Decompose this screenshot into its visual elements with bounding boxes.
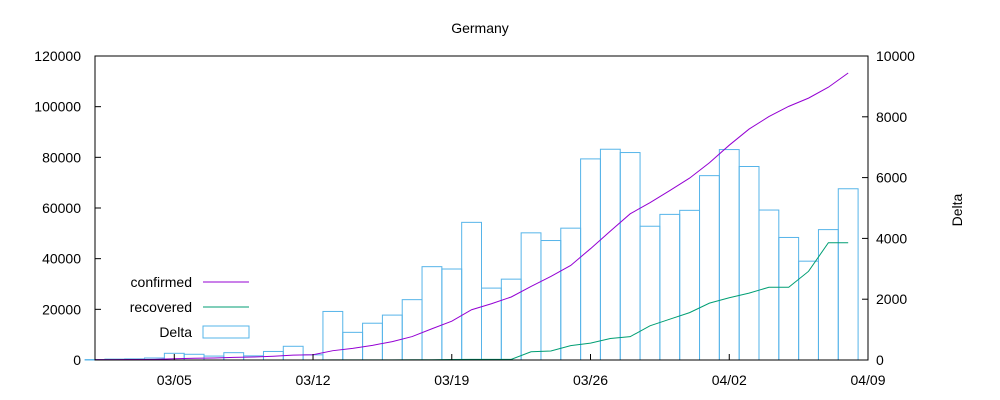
delta-bar (342, 331, 364, 361)
bars-layer (84, 148, 859, 361)
y2-tick-label: 4000 (876, 230, 907, 246)
legend-label: recovered (130, 299, 192, 315)
delta-bar (798, 260, 819, 361)
delta-bar (758, 209, 780, 361)
legend-label: confirmed (131, 274, 192, 290)
delta-bar (481, 287, 502, 361)
legend: confirmed recovered Delta (130, 274, 250, 340)
y2-axis-label: Delta (949, 193, 965, 226)
x-tick-label: 04/02 (712, 372, 747, 388)
delta-bar (362, 322, 383, 361)
delta-bar (560, 227, 582, 361)
y2-tick-label: 2000 (876, 291, 907, 307)
x-tick-label: 03/12 (296, 372, 331, 388)
delta-bar (520, 232, 542, 361)
delta-bar (381, 314, 403, 361)
delta-bar (322, 310, 344, 361)
y2-tick-label: 6000 (876, 170, 907, 186)
legend-swatch (202, 325, 250, 339)
x-tick-label: 03/19 (434, 372, 469, 388)
legend-label: Delta (159, 324, 192, 340)
x-tick-label: 03/26 (573, 372, 608, 388)
delta-bar (282, 345, 304, 361)
chart-title: Germany (451, 20, 509, 36)
delta-bar (461, 221, 482, 361)
y-tick-label: 80000 (42, 149, 81, 165)
delta-bar (718, 149, 740, 361)
y-tick-label: 120000 (34, 48, 81, 64)
y-tick-label: 60000 (42, 200, 81, 216)
y2-tick-label: 8000 (876, 109, 907, 125)
delta-bar (421, 266, 443, 361)
y-tick-label: 0 (73, 352, 81, 368)
y-tick-label: 100000 (34, 99, 81, 115)
y-tick-label: 40000 (42, 251, 81, 267)
delta-bar (659, 213, 681, 361)
delta-bar (639, 225, 661, 361)
delta-bar (401, 299, 423, 361)
delta-bar (778, 236, 800, 361)
delta-bar (441, 268, 463, 361)
axes-layer: 0 20000 40000 60000 80000 100000 120000 0 2000 40… (34, 48, 915, 388)
delta-bar (183, 353, 205, 361)
delta-bar (580, 158, 601, 361)
delta-bar (500, 278, 522, 361)
lines-layer (94, 72, 849, 361)
x-tick-label: 03/05 (157, 372, 192, 388)
delta-bar (817, 229, 839, 361)
delta-bar (837, 188, 859, 361)
delta-bar (699, 175, 720, 361)
delta-bar (223, 352, 245, 361)
delta-bar (540, 240, 562, 361)
delta-bar (599, 148, 621, 361)
delta-bar (679, 209, 701, 361)
y2-tick-label: 10000 (876, 48, 915, 64)
x-tick-label: 04/09 (850, 372, 885, 388)
y2-tick-label: 0 (876, 352, 884, 368)
delta-bar (619, 152, 641, 361)
y-tick-label: 20000 (42, 301, 81, 317)
confirmed-line (94, 72, 849, 361)
recovered-line (95, 242, 849, 361)
delta-bar (738, 166, 760, 361)
